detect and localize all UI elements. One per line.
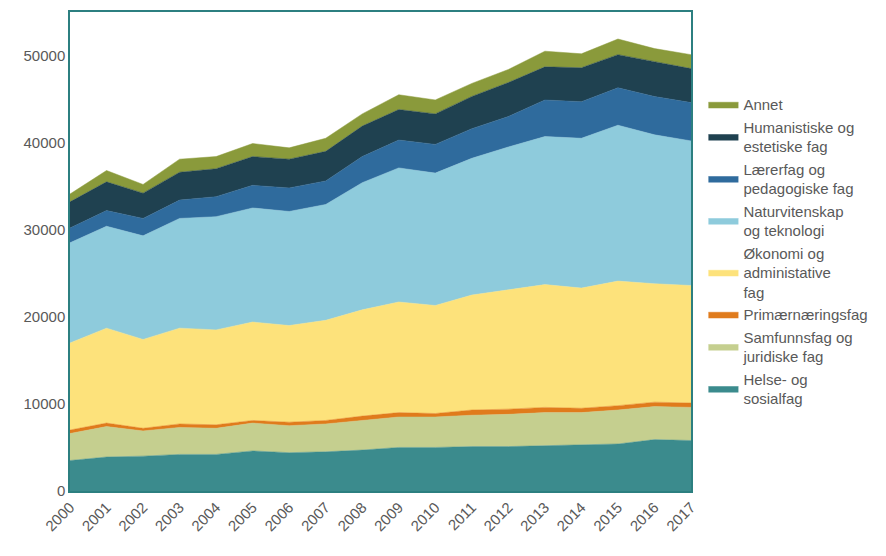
svg-text:2014: 2014 — [553, 499, 589, 535]
svg-text:2008: 2008 — [334, 499, 370, 535]
svg-text:2004: 2004 — [188, 499, 224, 535]
svg-text:2016: 2016 — [626, 499, 662, 535]
svg-text:0: 0 — [57, 482, 65, 499]
svg-text:2009: 2009 — [371, 499, 407, 535]
svg-text:2015: 2015 — [590, 499, 626, 535]
svg-text:Helse- ogsosialfag: Helse- ogsosialfag — [743, 371, 807, 408]
svg-text:50000: 50000 — [24, 47, 66, 64]
svg-text:2017: 2017 — [663, 499, 699, 535]
svg-text:10000: 10000 — [24, 395, 66, 412]
svg-text:2007: 2007 — [298, 499, 334, 535]
svg-text:2013: 2013 — [517, 499, 553, 535]
svg-text:2000: 2000 — [42, 499, 78, 535]
svg-text:2011: 2011 — [444, 499, 479, 534]
svg-text:20000: 20000 — [24, 308, 66, 325]
svg-text:2002: 2002 — [115, 499, 151, 535]
svg-text:40000: 40000 — [24, 134, 66, 151]
svg-text:Primærnæringsfag: Primærnæringsfag — [743, 306, 867, 323]
svg-text:Naturvitenskapog teknologi: Naturvitenskapog teknologi — [743, 203, 843, 240]
svg-text:2012: 2012 — [480, 499, 516, 535]
svg-text:2001: 2001 — [78, 499, 114, 535]
svg-text:2010: 2010 — [407, 499, 443, 535]
svg-text:Samfunnsfag ogjuridiske fag: Samfunnsfag ogjuridiske fag — [742, 329, 852, 366]
svg-text:2006: 2006 — [261, 499, 297, 535]
svg-text:Annet: Annet — [743, 96, 783, 113]
svg-text:30000: 30000 — [24, 221, 66, 238]
svg-text:2003: 2003 — [151, 499, 187, 535]
svg-text:Lærerfag ogpedagogiske fag: Lærerfag ogpedagogiske fag — [743, 161, 853, 198]
svg-text:Økonomi ogadministativefag: Økonomi ogadministativefag — [743, 245, 831, 301]
svg-text:2005: 2005 — [224, 499, 260, 535]
svg-text:Humanistiske ogestetiske fag: Humanistiske ogestetiske fag — [743, 119, 854, 156]
